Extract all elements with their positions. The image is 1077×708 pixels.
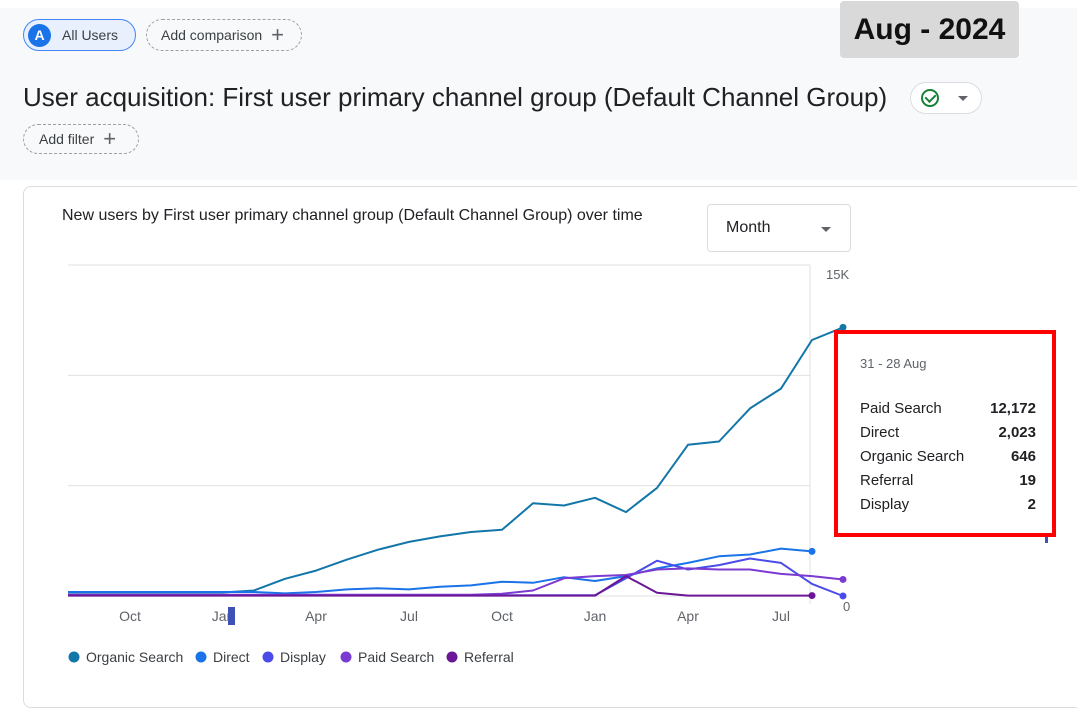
period-select-value: Month bbox=[726, 219, 771, 236]
period-select[interactable]: Month bbox=[707, 204, 851, 252]
tooltip-row: Paid Search 12,172 bbox=[860, 400, 1036, 417]
tooltip-label: Referral bbox=[860, 472, 914, 489]
data-point bbox=[839, 592, 847, 600]
check-circle-icon bbox=[921, 89, 939, 107]
x-tick-label: Jul bbox=[772, 608, 790, 624]
tooltip-value: 2 bbox=[1027, 496, 1036, 513]
y-tick-label: 0 bbox=[843, 599, 850, 614]
chevron-down-icon bbox=[958, 96, 968, 101]
series-line-paid-search bbox=[68, 567, 844, 596]
chevron-down-icon bbox=[821, 227, 831, 232]
data-point bbox=[839, 575, 847, 583]
tooltip-value: 646 bbox=[1010, 448, 1036, 465]
x-tick-label: Apr bbox=[305, 608, 327, 624]
tooltip-value: 12,172 bbox=[990, 400, 1036, 417]
legend-swatch bbox=[340, 651, 352, 663]
data-point bbox=[808, 592, 816, 600]
title-status-dropdown[interactable] bbox=[910, 82, 982, 114]
series-line-display bbox=[68, 557, 844, 597]
add-comparison-label: Add comparison bbox=[161, 27, 263, 43]
legend-swatch bbox=[262, 651, 274, 663]
x-tick-label: Oct bbox=[119, 608, 141, 624]
all-users-chip[interactable]: A All Users bbox=[23, 19, 136, 51]
tooltip-row: Direct 2,023 bbox=[860, 424, 1036, 441]
add-filter-button[interactable]: Add filter + bbox=[23, 124, 139, 154]
tooltip-label: Display bbox=[860, 496, 910, 513]
y-tick-label: 15K bbox=[826, 267, 849, 282]
legend-label: Display bbox=[280, 649, 326, 665]
x-tick-label: Oct bbox=[491, 608, 513, 624]
tooltip-label: Direct bbox=[860, 424, 900, 441]
date-badge: Aug - 2024 bbox=[840, 1, 1019, 58]
x-tick-label: Apr bbox=[677, 608, 699, 624]
legend-swatch bbox=[68, 651, 80, 663]
x-tick-label: Jan bbox=[584, 608, 607, 624]
chart-title: New users by First user primary channel … bbox=[62, 207, 643, 224]
axis-highlight-marker bbox=[228, 607, 235, 625]
legend-label: Organic Search bbox=[86, 649, 183, 665]
data-point bbox=[808, 547, 816, 555]
tooltip-value: 2,023 bbox=[998, 424, 1036, 441]
add-filter-label: Add filter bbox=[39, 131, 95, 147]
legend-label: Referral bbox=[464, 649, 514, 665]
tooltip-label: Organic Search bbox=[860, 448, 965, 465]
user-avatar: A bbox=[28, 23, 51, 47]
tooltip-row: Organic Search 646 bbox=[860, 448, 1036, 465]
plus-icon: + bbox=[271, 22, 285, 47]
tooltip-value: 19 bbox=[1019, 472, 1036, 489]
add-comparison-button[interactable]: Add comparison + bbox=[146, 19, 302, 51]
all-users-label: All Users bbox=[62, 27, 119, 43]
tooltip-date: 31 - 28 Aug bbox=[860, 356, 927, 371]
axis-highlight-marker bbox=[1045, 536, 1048, 543]
tooltip-row: Display 2 bbox=[860, 496, 1036, 513]
series-line-direct bbox=[68, 547, 813, 595]
legend-swatch bbox=[446, 651, 458, 663]
series-line-referral bbox=[68, 575, 812, 597]
x-tick-label: Jul bbox=[400, 608, 418, 624]
series-line-organic-search bbox=[68, 326, 844, 594]
plus-icon: + bbox=[103, 126, 117, 151]
tooltip-label: Paid Search bbox=[860, 400, 942, 417]
tooltip-row: Referral 19 bbox=[860, 472, 1036, 489]
legend-swatch bbox=[195, 651, 207, 663]
data-tooltip: 31 - 28 Aug Paid Search 12,172 Direct 2,… bbox=[834, 330, 1056, 537]
legend-label: Paid Search bbox=[358, 649, 434, 665]
data-point bbox=[839, 323, 847, 331]
page-title: User acquisition: First user primary cha… bbox=[23, 82, 888, 112]
legend-label: Direct bbox=[213, 649, 250, 665]
